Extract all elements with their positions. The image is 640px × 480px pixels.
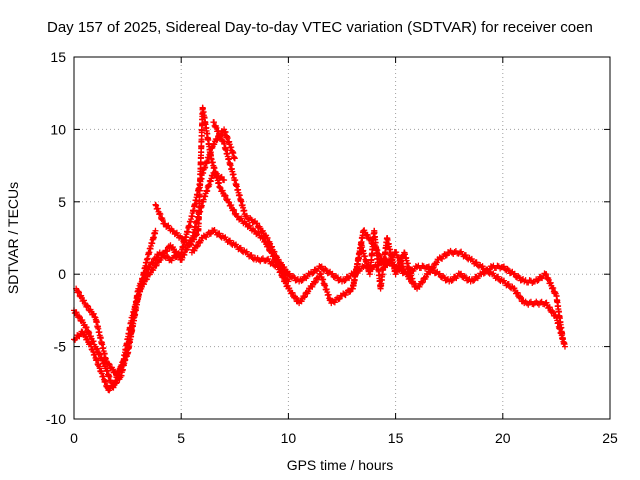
x-tick-label: 10 (281, 430, 297, 446)
y-tick-label: 15 (50, 49, 66, 65)
x-tick-label: 0 (70, 430, 78, 446)
chart-title: Day 157 of 2025, Sidereal Day-to-day VTE… (47, 19, 593, 36)
data-point (216, 184, 223, 191)
y-tick-label: 5 (58, 194, 66, 210)
series-track-7 (349, 227, 416, 292)
series-track-5 (210, 119, 566, 343)
y-tick-label: 0 (58, 266, 66, 282)
y-tick-label: -5 (54, 339, 67, 355)
data-point (414, 263, 421, 270)
x-axis-label: GPS time / hours (287, 457, 394, 473)
data-point (152, 227, 159, 234)
data-point (225, 198, 232, 205)
data-point (231, 155, 238, 162)
data-point (521, 278, 528, 285)
x-tick-label: 25 (602, 430, 618, 446)
x-tick-label: 5 (177, 430, 185, 446)
y-axis-label: SDTVAR / TECUs (5, 182, 21, 294)
data-point (489, 263, 496, 270)
data-point (409, 278, 416, 285)
axis-ticks: 0 5 10 15 20 25 -10 -5 0 5 10 15 (46, 49, 618, 446)
y-tick-label: 10 (50, 121, 66, 137)
series-track-3 (73, 227, 159, 379)
x-tick-label: 20 (495, 430, 511, 446)
data-points (71, 104, 568, 394)
x-tick-label: 15 (388, 430, 404, 446)
y-tick-label: -10 (46, 411, 66, 427)
data-point (221, 177, 228, 184)
plot-frame (73, 56, 611, 420)
data-point (561, 343, 568, 350)
series-track-2 (71, 169, 228, 394)
